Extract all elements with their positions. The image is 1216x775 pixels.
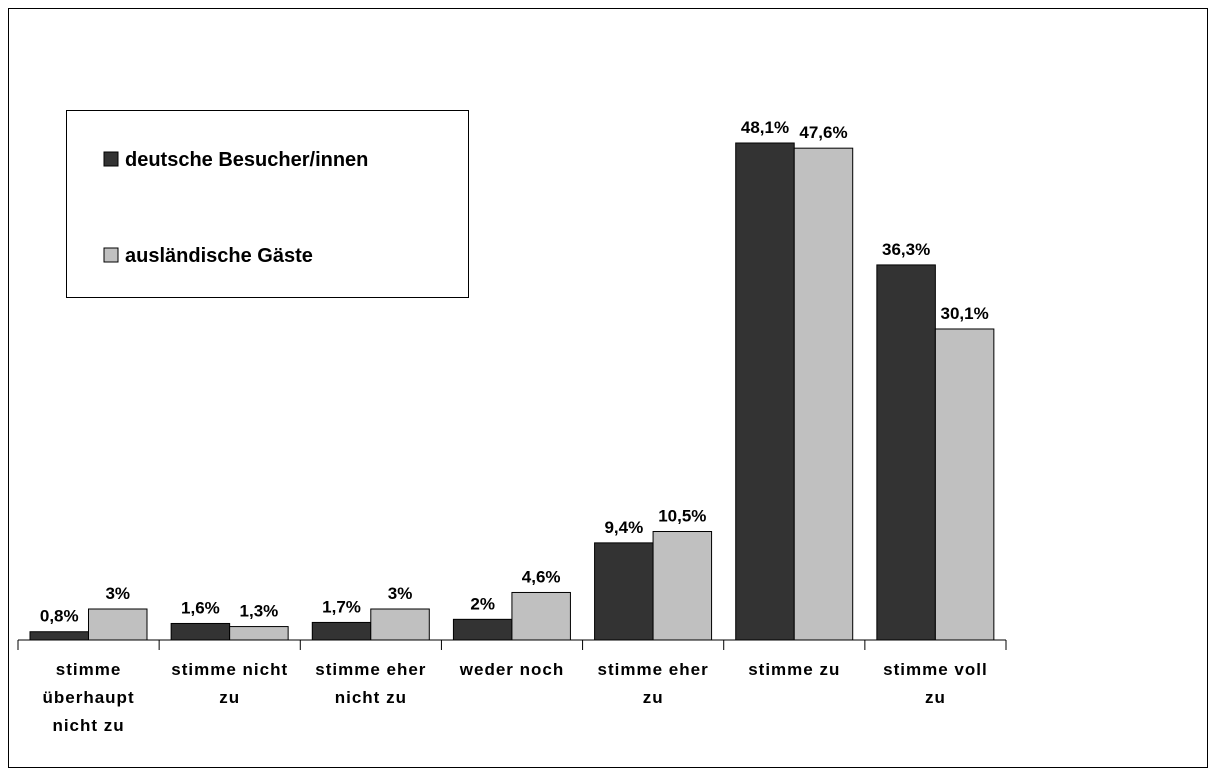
x-tick-label: stimme zu — [748, 660, 841, 679]
bar — [594, 542, 654, 641]
value-label: 1,7% — [322, 597, 361, 616]
value-label: 48,1% — [741, 118, 789, 137]
bar — [370, 608, 430, 641]
legend-box — [66, 110, 469, 298]
value-label: 4,6% — [522, 567, 561, 586]
x-tick-label: stimme eher zu — [597, 660, 709, 707]
bar — [29, 631, 89, 641]
value-label: 1,6% — [181, 598, 220, 617]
chart-border — [8, 8, 1208, 768]
value-label: 9,4% — [604, 518, 643, 537]
bar — [511, 591, 571, 641]
value-label: 36,3% — [882, 240, 930, 259]
value-label: 3% — [388, 584, 413, 603]
bar — [170, 622, 231, 641]
x-tick-label: weder noch — [459, 660, 565, 679]
bar — [88, 608, 148, 641]
value-label: 2% — [470, 594, 495, 613]
value-label: 30,1% — [941, 304, 989, 323]
value-label: 0,8% — [40, 607, 79, 626]
legend-swatch — [103, 151, 119, 167]
value-label: 10,5% — [658, 507, 706, 526]
legend-swatch — [103, 247, 119, 263]
bar — [452, 618, 513, 641]
bar — [311, 621, 372, 641]
bar — [229, 626, 289, 641]
x-tick-label: stimme überhaupt nicht zu — [42, 660, 135, 735]
legend-label: deutsche Besucher/innen — [125, 149, 368, 171]
bar — [652, 531, 713, 641]
bar — [934, 328, 995, 641]
bar — [735, 142, 795, 641]
bar — [876, 264, 936, 641]
legend-label: ausländische Gäste — [125, 245, 313, 267]
x-tick-label: stimme eher nicht zu — [315, 660, 427, 707]
value-label: 3% — [105, 584, 130, 603]
value-label: 47,6% — [799, 123, 847, 142]
bar — [793, 147, 854, 641]
x-tick-label: stimme voll zu — [883, 660, 988, 707]
x-tick-label: stimme nicht zu — [171, 660, 289, 707]
value-label: 1,3% — [240, 602, 279, 621]
